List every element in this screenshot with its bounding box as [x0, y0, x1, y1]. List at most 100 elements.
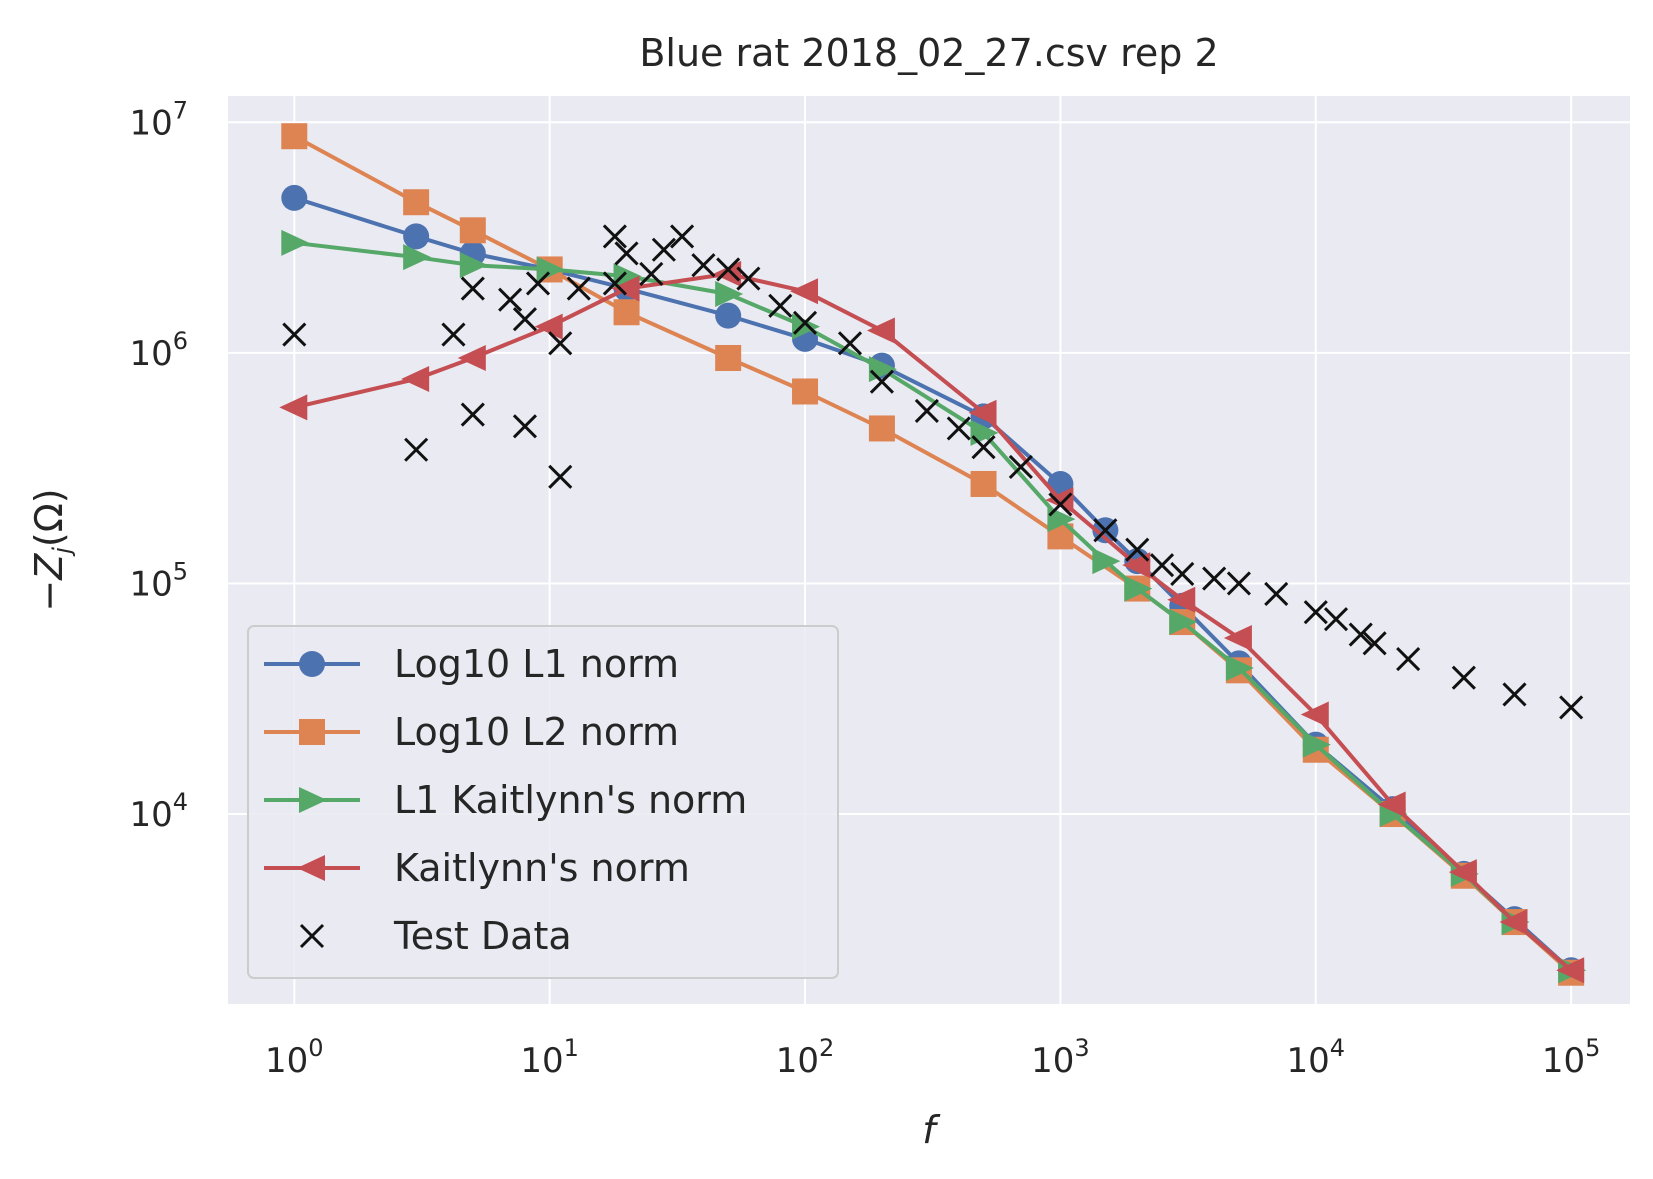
x-axis-label: f	[922, 1108, 941, 1152]
point-3-13	[1300, 701, 1329, 728]
point-2-2	[459, 252, 488, 279]
point-4-17	[670, 224, 695, 249]
point-3-2	[457, 344, 486, 371]
point-3-11	[1167, 586, 1196, 613]
x-tick-label-4: 104	[1287, 1034, 1346, 1081]
point-4-11	[566, 276, 591, 301]
point-2-9	[1047, 506, 1076, 533]
point-4-24	[869, 369, 894, 394]
point-4-29	[1048, 492, 1073, 517]
point-4-2	[441, 322, 466, 347]
y-tick-label-0: 104	[129, 788, 188, 835]
legend-entry-2: L1 Kaitlynn's norm	[264, 778, 747, 822]
point-4-41	[1396, 646, 1421, 672]
legend-entry-1: Log10 L2 norm	[264, 710, 679, 754]
point-4-8	[525, 271, 551, 296]
legend-box	[247, 625, 839, 979]
point-3-16	[1499, 909, 1528, 936]
series-4	[282, 224, 1584, 720]
point-3-12	[1223, 624, 1252, 651]
chart-title: Blue rat 2018_02_27.csv rep 2	[639, 31, 1218, 75]
point-4-15	[639, 261, 664, 286]
point-3-4	[611, 275, 640, 302]
legend-label-4: Test Data	[393, 914, 572, 958]
point-4-25	[914, 398, 939, 423]
legend-marker-3	[297, 855, 325, 881]
point-4-23	[837, 331, 863, 356]
point-4-32	[1149, 553, 1175, 578]
point-3-14	[1377, 791, 1406, 818]
x-tick-label-0: 100	[265, 1034, 324, 1081]
point-4-1	[404, 437, 429, 462]
point-4-43	[1502, 682, 1527, 707]
y-axis-label-main: −Z	[27, 553, 71, 612]
series-3	[279, 260, 1585, 984]
point-4-18	[691, 253, 716, 278]
point-4-39	[1348, 622, 1373, 647]
legend-marker-2	[299, 787, 327, 813]
point-2-11	[1124, 575, 1153, 602]
point-4-7	[512, 414, 537, 439]
point-4-10	[548, 464, 573, 489]
point-4-40	[1362, 631, 1387, 656]
point-3-8	[968, 399, 997, 426]
legend-marker-0	[299, 651, 325, 677]
x-tick-label-5: 105	[1542, 1034, 1601, 1081]
point-4-20	[736, 266, 761, 291]
point-4-21	[768, 293, 793, 318]
legend-label-2: L1 Kaitlynn's norm	[394, 778, 747, 822]
point-1-6	[792, 378, 819, 405]
point-3-17	[1556, 957, 1585, 984]
y-tick-labels: 104 105 106 107	[129, 96, 188, 835]
point-4-34	[1202, 566, 1227, 591]
point-4-22	[792, 310, 818, 335]
legend-entry-0: Log10 L1 norm	[264, 642, 679, 686]
point-3-7	[866, 317, 895, 344]
point-4-37	[1303, 600, 1328, 625]
point-2-10	[1092, 548, 1121, 575]
point-1-1	[403, 189, 430, 216]
point-1-8	[970, 470, 997, 497]
point-4-13	[602, 271, 627, 296]
legend: Log10 L1 norm Log10 L2 norm L1 Kaitlynn's …	[247, 625, 839, 979]
point-3-6	[790, 278, 819, 305]
point-3-0	[279, 394, 308, 421]
legend-entry-4: Test Data	[299, 914, 572, 958]
point-1-5	[715, 344, 742, 371]
point-0-0	[281, 184, 308, 211]
point-4-14	[614, 241, 639, 266]
y-tick-label-1: 105	[129, 557, 188, 604]
point-3-1	[401, 366, 430, 393]
x-tick-label-1: 101	[520, 1034, 579, 1081]
point-4-3	[460, 276, 485, 301]
series-layer	[279, 123, 1587, 986]
point-3-3	[534, 313, 563, 340]
point-4-12	[602, 224, 627, 249]
legend-label-3: Kaitlynn's norm	[394, 846, 690, 890]
y-axis-label: −Zj(Ω)	[27, 488, 76, 611]
point-3-15	[1448, 859, 1477, 886]
legend-marker-1	[299, 719, 325, 745]
point-4-28	[1008, 454, 1033, 480]
point-2-0	[281, 229, 310, 256]
point-4-16	[651, 237, 676, 262]
point-1-2	[459, 217, 486, 244]
x-tick-labels: 100 101 102 103 104 105	[265, 1034, 1600, 1081]
point-3-10	[1122, 552, 1151, 579]
y-axis-label-tail: (Ω)	[27, 488, 71, 547]
point-2-6	[792, 313, 821, 340]
point-1-0	[281, 123, 308, 150]
y-axis-label-sub: j	[48, 547, 76, 557]
legend-label-0: Log10 L1 norm	[394, 642, 679, 686]
point-3-5	[713, 260, 742, 287]
point-2-14	[1302, 731, 1331, 758]
point-4-31	[1125, 537, 1150, 562]
point-4-30	[1093, 518, 1118, 543]
y-tick-label-3: 107	[129, 96, 188, 143]
point-2-1	[403, 244, 432, 271]
point-3-9	[1045, 487, 1074, 514]
point-2-5	[715, 280, 744, 307]
point-4-42	[1451, 665, 1476, 690]
point-0-1	[403, 223, 430, 250]
